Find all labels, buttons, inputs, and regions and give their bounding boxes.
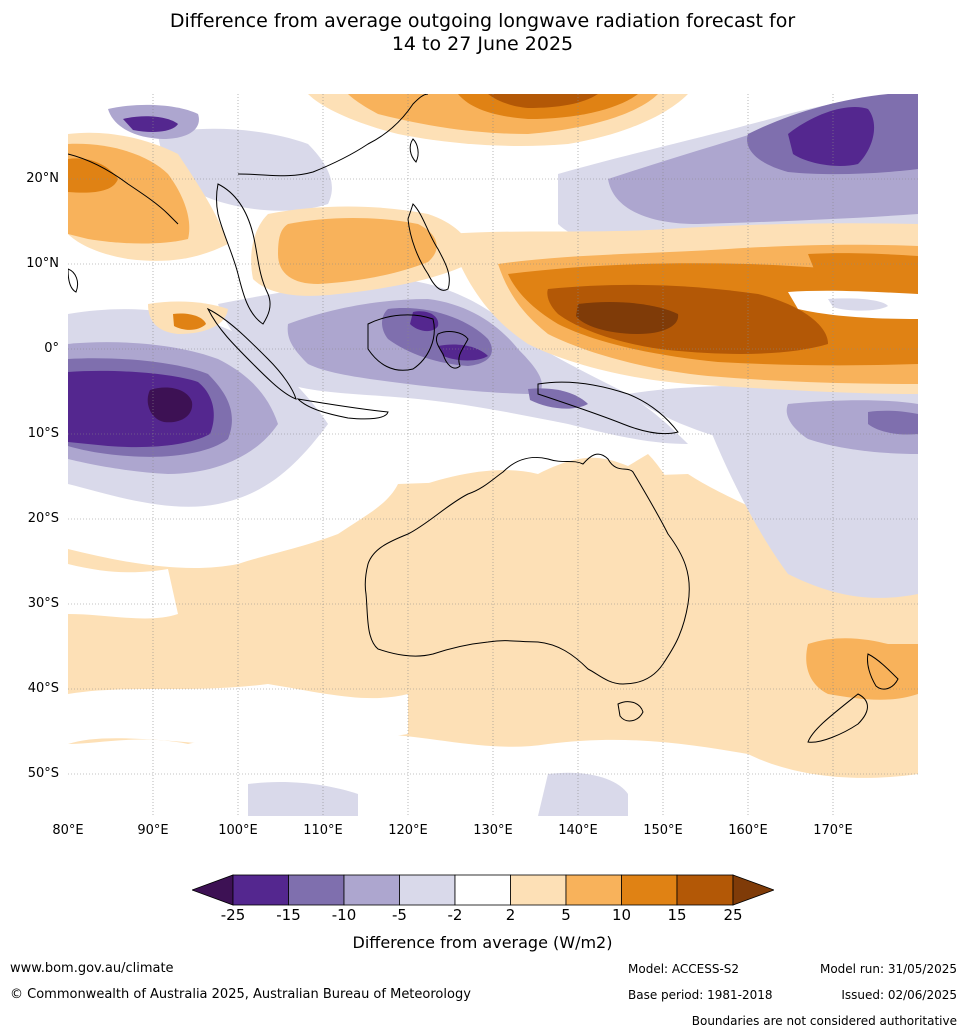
colorbar-segment-2-5	[510, 874, 567, 906]
lon-label-170e: 170°E	[813, 823, 853, 838]
anomaly-region-bay-of-bengal-strong	[68, 158, 118, 193]
anomaly-region-north-pacific-very-strong	[788, 106, 875, 166]
lon-label-130e: 130°E	[473, 823, 513, 838]
coastlines	[68, 94, 899, 743]
coastline-china	[237, 94, 429, 177]
colorbar-tick-5: 5	[561, 906, 571, 924]
lat-label-0: 0°	[44, 341, 59, 356]
lat-label-10s: 10°S	[27, 426, 59, 441]
lat-label-40s: 40°S	[27, 681, 59, 696]
coastline-taiwan	[409, 138, 419, 163]
coastline-philippines	[407, 203, 450, 291]
lon-label-110e: 110°E	[303, 823, 343, 838]
anomaly-region-west-pacific-very-strong	[547, 284, 828, 354]
anomaly-region-central-pacific-strong	[808, 253, 918, 285]
lon-label-160e: 160°E	[728, 823, 768, 838]
colorbar-tick-15: 15	[667, 906, 687, 924]
chart-title: Difference from average outgoing longwav…	[0, 10, 965, 56]
footer-disclaimer: Boundaries are not considered authoritat…	[691, 1014, 957, 1028]
anomaly-region-east-negative	[708, 416, 918, 598]
lat-label-20n: 20°N	[26, 171, 59, 186]
colorbar	[192, 874, 774, 906]
coastline-new-guinea	[537, 381, 679, 435]
anomaly-region-west-pacific-extreme	[576, 302, 679, 334]
colorbar-segment-15-25	[676, 874, 734, 906]
colorbar-segment-25-15	[232, 874, 289, 906]
lat-label-50s: 50°S	[27, 766, 59, 781]
footer-copyright: © Commonwealth of Australia 2025, Austra…	[10, 987, 471, 1002]
colorbar-tick-neg25: -25	[220, 906, 246, 924]
anomaly-region-australia-positive	[375, 454, 708, 679]
colorbar-tick-neg10: -10	[331, 906, 357, 924]
colorbar-tick-2: 2	[505, 906, 516, 924]
anomaly-region-south-china-moderate	[278, 218, 437, 284]
lon-label-100e: 100°E	[218, 823, 258, 838]
colorbar-tick-neg15: -15	[276, 906, 301, 924]
lon-label-140e: 140°E	[558, 823, 598, 838]
colorbar-tick-10: 10	[611, 906, 632, 924]
colorbar-segment-5-10	[565, 874, 622, 906]
coastline-new-zealand-south	[807, 693, 868, 743]
anomaly-region-tasman-positive	[806, 638, 918, 700]
lon-label-120e: 120°E	[388, 823, 428, 838]
colorbar-segment-10-5	[343, 874, 400, 906]
coastline-java	[296, 398, 389, 420]
coastline-borneo	[367, 314, 435, 371]
coastline-sumatra	[206, 307, 297, 400]
colorbar-segment-5-2	[399, 874, 456, 906]
anomaly-region-southern-neutral	[68, 564, 178, 619]
anomaly-region-central-pacific-negative	[828, 298, 888, 311]
olr-anomaly-map	[68, 94, 918, 816]
footer-base-period: Base period: 1981-2018	[628, 988, 773, 1002]
lat-label-30s: 30°S	[27, 596, 59, 611]
coastline-indochina	[216, 183, 271, 325]
lon-label-80e: 80°E	[52, 823, 84, 838]
coastline-australia	[364, 453, 690, 685]
anomaly-region-indian-ocean-extreme	[147, 387, 193, 423]
colorbar-label: Difference from average (W/m2)	[352, 933, 613, 952]
colorbar-segment-above-25	[732, 874, 774, 906]
anomaly-region-maritime-very-strong-2	[438, 344, 488, 361]
anomaly-region-south-pacific-strong	[868, 410, 918, 435]
anomaly-region-himalaya-strong	[123, 116, 178, 132]
colorbar-segment-15-10	[288, 874, 345, 906]
lat-label-20s: 20°S	[27, 511, 59, 526]
colorbar-segment-below-25	[192, 874, 234, 906]
title-line-2: 14 to 27 June 2025	[391, 33, 574, 55]
footer-issued: Issued: 02/06/2025	[841, 988, 957, 1002]
anomaly-region-png-strong	[528, 388, 588, 409]
lon-label-150e: 150°E	[643, 823, 683, 838]
anomaly-region-sumatra-moderate	[173, 313, 206, 330]
footer-model: Model: ACCESS-S2	[628, 962, 740, 976]
anomaly-region-south-negative-2	[538, 772, 628, 816]
footer-website: www.bom.gov.au/climate	[10, 961, 174, 976]
colorbar-tick-neg5: -5	[392, 906, 407, 924]
lat-label-10n: 10°N	[26, 256, 59, 271]
footer-model-run: Model run: 31/05/2025	[819, 962, 957, 976]
coastline-sri-lanka	[68, 268, 79, 293]
colorbar-segment-10-15	[621, 874, 678, 906]
colorbar-segment-2-2	[454, 874, 511, 906]
lon-label-90e: 90°E	[137, 823, 169, 838]
map-gridlines	[68, 94, 918, 816]
anomaly-region-east-china-very-strong	[488, 94, 598, 108]
colorbar-tick-neg2: -2	[447, 906, 463, 924]
anomaly-region-south-negative	[248, 782, 358, 816]
title-line-1: Difference from average outgoing longwav…	[169, 10, 796, 32]
coastline-tasmania	[617, 701, 644, 722]
coastline-sulawesi	[435, 331, 469, 369]
anomaly-region-maritime-very-strong	[410, 311, 439, 332]
map-svg	[68, 94, 918, 816]
coastline-india	[68, 153, 179, 225]
colorbar-tick-25: 25	[723, 906, 743, 924]
anomaly-region-south-neutral-2	[68, 684, 408, 744]
coastline-new-zealand-north	[867, 653, 899, 690]
anomaly-region-indian-ocean-very-strong	[68, 370, 214, 448]
